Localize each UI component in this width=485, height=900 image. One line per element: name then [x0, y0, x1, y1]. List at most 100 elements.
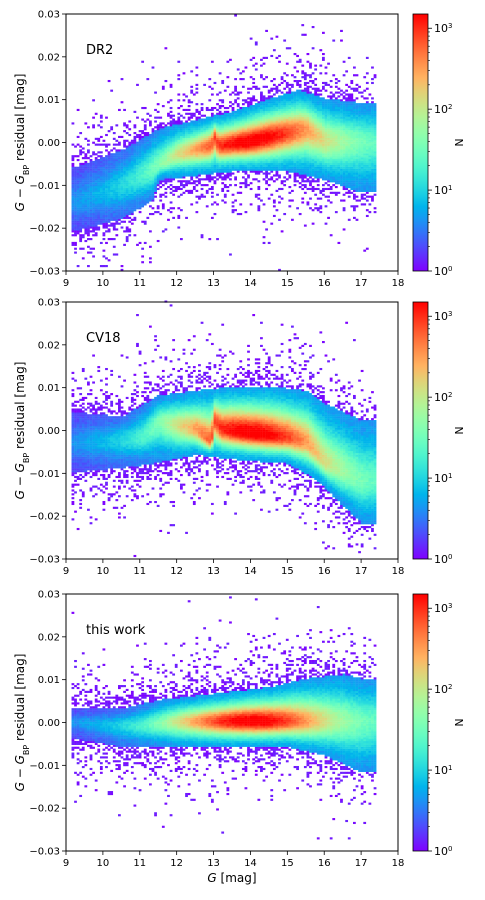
heat-cell: [125, 126, 129, 129]
heat-cell: [231, 118, 235, 121]
heat-cell: [179, 162, 183, 165]
heat-cell: [231, 91, 235, 94]
heat-cell: [283, 108, 287, 112]
heat-cell: [319, 211, 323, 214]
heat-cell: [107, 189, 111, 192]
heat-cell: [203, 139, 207, 142]
heat-cell: [314, 180, 318, 183]
heat-cell: [120, 160, 124, 164]
heat-cell: [94, 211, 98, 214]
heat-cell: [309, 112, 312, 115]
heat-cell: [314, 114, 318, 117]
heat-cell: [334, 166, 338, 169]
heat-cell: [105, 149, 108, 152]
heat-cell: [280, 159, 284, 162]
heat-cell: [298, 99, 302, 102]
heat-cell: [169, 149, 173, 152]
heat-cell: [329, 99, 333, 102]
heat-cell: [174, 141, 178, 144]
heat-cell: [288, 133, 292, 137]
heat-cell: [309, 160, 312, 164]
heat-cell: [81, 170, 85, 173]
heat-cell: [270, 99, 274, 102]
heat-cell: [234, 135, 237, 139]
heat-cell: [99, 157, 103, 160]
heat-cell: [133, 218, 137, 221]
heat-cell: [149, 120, 152, 123]
heat-cell: [262, 203, 266, 206]
heat-cell: [136, 145, 139, 148]
heat-cell: [332, 132, 336, 135]
heat-cell: [190, 124, 194, 127]
heat-cell: [149, 153, 152, 156]
heat-cell: [347, 147, 351, 150]
heat-cell: [94, 226, 98, 229]
heat-cell: [205, 168, 209, 171]
heat-cell: [167, 147, 170, 150]
heat-cell: [182, 151, 186, 154]
heat-cell: [327, 176, 330, 179]
heat-cell: [161, 128, 165, 131]
heat-cell: [87, 234, 90, 237]
heat-cell: [285, 159, 289, 162]
heat-cell: [236, 68, 240, 71]
heat-cell: [231, 153, 235, 156]
heat-cell: [270, 160, 274, 164]
heat-cell: [120, 189, 124, 192]
heat-cell: [252, 155, 256, 158]
heat-cell: [221, 128, 225, 131]
heat-cell: [309, 184, 312, 187]
heat-cell: [270, 79, 274, 83]
heat-cell: [340, 172, 343, 175]
heat-cell: [334, 180, 338, 183]
heat-cell: [252, 85, 256, 88]
heat-cell: [185, 141, 188, 144]
heat-cell: [345, 97, 349, 100]
heat-cell: [128, 211, 132, 214]
heat-cell: [130, 189, 134, 192]
heat-cell: [260, 164, 263, 167]
heat-cell: [239, 139, 243, 142]
heat-cell: [296, 89, 299, 92]
heat-cell: [74, 220, 77, 223]
heat-cell: [198, 157, 201, 160]
heat-cell: [226, 172, 230, 175]
heat-cell: [280, 81, 284, 85]
heat-cell: [156, 145, 160, 148]
heat-cell: [260, 126, 263, 129]
heat-cell: [115, 207, 119, 210]
heat-cell: [283, 151, 287, 154]
heat-cell: [146, 160, 150, 164]
heat-cell: [133, 205, 137, 208]
heat-cell: [164, 159, 168, 162]
heat-cell: [84, 176, 88, 179]
heat-cell: [262, 166, 266, 169]
heat-cell: [252, 126, 256, 129]
heat-cell: [247, 143, 250, 146]
heat-cell: [200, 124, 204, 127]
heat-cell: [316, 118, 320, 121]
heat-cell: [177, 176, 181, 179]
heat-cell: [105, 197, 108, 200]
heat-cell: [298, 130, 302, 133]
heat-cell: [327, 135, 330, 139]
heat-cell: [327, 195, 330, 198]
heat-cell: [252, 160, 256, 164]
heat-cell: [306, 130, 310, 133]
heat-cell: [265, 141, 268, 144]
heat-cell: [285, 93, 289, 96]
heat-cell: [133, 139, 137, 142]
heat-cell: [288, 132, 292, 135]
heat-cell: [254, 149, 258, 152]
heat-cell: [265, 106, 268, 110]
heat-cell: [154, 176, 157, 179]
heat-cell: [334, 105, 338, 108]
heat-cell: [254, 110, 258, 113]
heat-cell: [324, 157, 328, 160]
heat-cell: [130, 159, 134, 162]
heat-cell: [102, 222, 106, 225]
heat-cell: [118, 160, 121, 164]
heat-cell: [161, 174, 165, 177]
heat-cell: [267, 126, 271, 129]
heat-cell: [205, 108, 209, 112]
